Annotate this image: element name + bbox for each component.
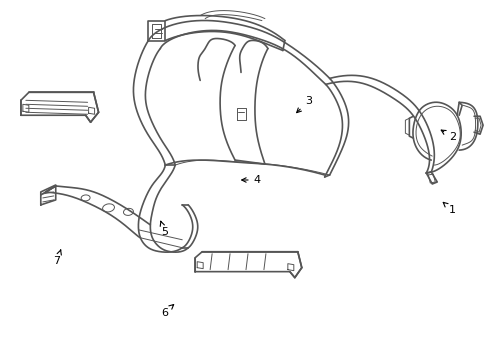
Text: 5: 5 — [160, 221, 168, 237]
Text: 3: 3 — [296, 96, 312, 113]
Text: 1: 1 — [443, 202, 456, 216]
Text: 6: 6 — [161, 305, 173, 318]
Text: 2: 2 — [441, 130, 456, 142]
Text: 7: 7 — [53, 250, 61, 266]
Text: 4: 4 — [242, 175, 261, 185]
